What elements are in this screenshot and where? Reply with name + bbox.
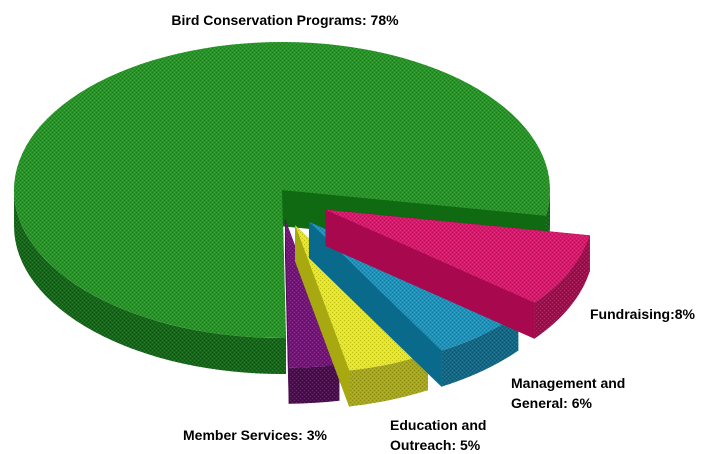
pie-labels: Bird Conservation Programs: 78% Fundraisi… bbox=[171, 12, 695, 453]
pie-slice-wall bbox=[308, 221, 442, 388]
slice-label: Member Services: 3% bbox=[183, 427, 328, 443]
pie-slices bbox=[13, 42, 590, 407]
slice-label: Bird Conservation Programs: 78% bbox=[171, 12, 399, 28]
slice-label-line: Bird Conservation Programs: 78% bbox=[171, 12, 399, 28]
pie-slice-top-texture bbox=[13, 42, 551, 339]
slice-label-line: Member Services: 3% bbox=[183, 427, 328, 443]
pie-slice-side-texture bbox=[441, 314, 519, 387]
pie-slice-side-texture bbox=[14, 190, 550, 374]
pie-slice bbox=[325, 209, 590, 339]
pie-slice-side-texture bbox=[288, 364, 340, 404]
slice-label-line: General: 6% bbox=[511, 395, 592, 411]
slice-label: Fundraising:8% bbox=[590, 306, 696, 322]
slice-label-line: Fundraising:8% bbox=[590, 306, 696, 322]
pie-slice bbox=[13, 42, 551, 374]
slice-label: Education and Outreach: 5% bbox=[390, 417, 486, 453]
pie-slice-side-texture bbox=[534, 235, 590, 339]
slice-label-line: Education and bbox=[390, 417, 486, 433]
slice-label-line: Outreach: 5% bbox=[390, 437, 481, 453]
slice-label: Management and General: 6% bbox=[511, 375, 625, 411]
pie-slice-top-texture bbox=[325, 209, 590, 303]
pie-slice-side-texture bbox=[349, 354, 428, 407]
slice-label-line: Management and bbox=[511, 375, 625, 391]
